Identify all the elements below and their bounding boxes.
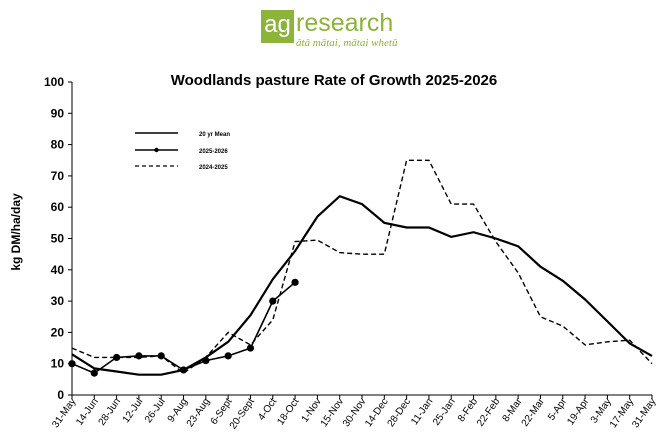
x-tick-label: 18-Oct [275, 396, 301, 427]
data-point [90, 369, 98, 377]
x-tick-label: 22-Mar [520, 396, 548, 429]
y-tick-label: 70 [51, 169, 65, 183]
agresearch-tagline: ātā mātai, mātai whetū [296, 37, 398, 49]
x-tick-label: 22-Feb [475, 396, 502, 429]
data-point [291, 278, 299, 286]
data-point [113, 353, 121, 362]
x-tick-label: 14-Jun [74, 396, 101, 427]
x-tick-label: 28-Dec [386, 396, 414, 429]
data-point [135, 352, 143, 360]
x-tick-label: 23-Aug [185, 396, 213, 429]
x-tick-label: 31-May [630, 396, 658, 430]
y-tick-label: 20 [51, 325, 65, 339]
data-point [179, 366, 188, 374]
agresearch-logo-word: research [296, 9, 394, 37]
data-point [68, 360, 76, 368]
legend-label: 2024-2025 [199, 165, 228, 171]
y-tick-label: 100 [44, 75, 64, 89]
series-line-0 [71, 194, 653, 376]
y-tick-label: 40 [51, 263, 65, 277]
x-tick-label: 31-May [50, 396, 78, 430]
x-tick-label: 19-Apr [565, 396, 592, 427]
y-tick-label: 10 [51, 357, 65, 371]
data-point [246, 344, 255, 352]
legend-marker [154, 147, 159, 153]
y-tick-label: 50 [51, 232, 65, 246]
y-tick-label: 60 [51, 200, 65, 214]
x-tick-label: 28-Jun [97, 396, 124, 427]
chart-title: Woodlands pasture Rate of Growth 2025-20… [170, 72, 498, 89]
agresearch-logo-box: ag [261, 10, 294, 43]
data-point [269, 297, 277, 305]
legend-label: 20 yr Mean [199, 132, 230, 138]
y-tick-label: 30 [51, 294, 65, 308]
data-point [224, 352, 232, 360]
y-tick-label: 0 [57, 388, 64, 402]
series-line-2 [71, 159, 653, 374]
x-tick-label: 26-Jul [143, 396, 168, 425]
x-tick-label: 12-Jul [121, 396, 146, 425]
legend-label: 2025-2026 [199, 149, 228, 155]
x-tick-label: 25-Jan [431, 396, 458, 427]
y-tick-label: 80 [51, 138, 65, 152]
y-tick-label: 90 [51, 106, 65, 120]
